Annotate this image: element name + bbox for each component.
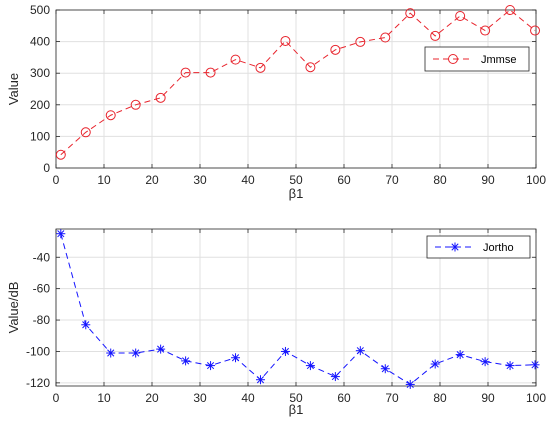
- legend-label: Jmmse: [481, 54, 516, 66]
- data-point: [206, 361, 216, 371]
- chart-1: 0 10 20 30 40 50 60 70 80 90 100 0 100 200 300 400 500 β1…: [6, 3, 546, 201]
- data-point: [156, 344, 166, 354]
- data-point: [131, 348, 141, 358]
- legend-box: [424, 46, 530, 72]
- x-tick-label: 50: [289, 173, 303, 187]
- data-point: [330, 372, 340, 382]
- data-point: [530, 25, 541, 36]
- y-tick-label: -80: [33, 313, 51, 327]
- x-tick-label: 60: [337, 391, 351, 405]
- y-axis-label: Value: [6, 73, 21, 105]
- data-point: [230, 54, 241, 65]
- data-point: [56, 229, 66, 239]
- data-point: [80, 127, 91, 138]
- y-axis-label: Value/dB: [6, 282, 21, 334]
- x-tick-label: 100: [526, 173, 546, 187]
- data-point: [355, 346, 365, 356]
- legend-label: Jortho: [483, 242, 514, 254]
- y-tick-label: 200: [30, 98, 50, 112]
- legend-marker: [450, 242, 460, 252]
- data-point: [155, 92, 166, 103]
- data-point: [105, 110, 116, 121]
- data-point: [180, 67, 191, 78]
- data-point: [530, 360, 540, 370]
- data-point: [455, 11, 466, 22]
- x-tick-label: 20: [145, 173, 159, 187]
- x-tick-label: 50: [289, 391, 303, 405]
- x-tick-label: 90: [481, 173, 495, 187]
- y-tick-label: -100: [26, 344, 50, 358]
- data-point: [480, 357, 490, 367]
- data-point: [205, 67, 216, 78]
- x-tick-label: 70: [385, 173, 399, 187]
- series-line: [60, 233, 536, 386]
- x-tick-label: 10: [97, 173, 111, 187]
- y-tick-label: 0: [43, 161, 50, 175]
- data-point: [505, 5, 516, 15]
- y-tick-label: -120: [26, 376, 50, 390]
- data-point: [130, 99, 141, 110]
- x-tick-label: 30: [193, 391, 207, 405]
- x-tick-label: 70: [385, 391, 399, 405]
- y-tick-label: -40: [33, 250, 51, 264]
- data-point: [181, 356, 191, 366]
- x-tick-label: 30: [193, 173, 207, 187]
- x-tick-label: 10: [97, 391, 111, 405]
- x-axis-label: β1: [289, 402, 304, 417]
- data-point: [280, 35, 291, 46]
- data-point: [231, 353, 241, 363]
- data-point: [280, 346, 290, 356]
- x-tick-label: 40: [241, 391, 255, 405]
- data-point: [380, 32, 391, 43]
- data-point: [380, 364, 390, 374]
- legend: Jmmse: [424, 46, 530, 72]
- data-point: [55, 149, 66, 160]
- legend: Jortho: [426, 235, 531, 259]
- data-point: [455, 350, 465, 360]
- data-point: [81, 320, 91, 330]
- y-tick-label: 100: [30, 129, 50, 143]
- legend-box: [426, 235, 531, 259]
- x-tick-label: 40: [241, 173, 255, 187]
- chart-2: 0 10 20 30 40 50 60 70 80 90 100 -120 -100 -80 -60 -40 β…: [6, 228, 546, 417]
- x-axis-label: β1: [289, 186, 304, 201]
- data-point: [106, 348, 116, 358]
- x-tick-label: 80: [433, 391, 447, 405]
- data-point: [430, 30, 441, 41]
- x-tick-label: 0: [53, 173, 60, 187]
- x-tick-label: 100: [526, 391, 546, 405]
- data-point: [430, 359, 440, 369]
- data-point: [305, 361, 315, 371]
- x-tick-label: 60: [337, 173, 351, 187]
- y-tick-label: 500: [30, 3, 50, 17]
- y-tick-label: -60: [33, 282, 51, 296]
- data-point: [305, 62, 316, 73]
- x-tick-label: 90: [481, 391, 495, 405]
- x-tick-label: 20: [145, 391, 159, 405]
- data-point: [505, 361, 515, 371]
- data-point: [405, 379, 415, 389]
- data-point: [480, 25, 491, 36]
- x-tick-label: 0: [53, 391, 60, 405]
- y-tick-label: 400: [30, 35, 50, 49]
- data-point: [355, 36, 366, 47]
- x-tick-label: 80: [433, 173, 447, 187]
- data-point: [255, 62, 266, 73]
- data-point: [405, 8, 416, 19]
- legend-marker: [448, 54, 458, 64]
- data-point: [330, 44, 341, 55]
- y-tick-label: 300: [30, 66, 50, 80]
- data-point: [255, 375, 265, 385]
